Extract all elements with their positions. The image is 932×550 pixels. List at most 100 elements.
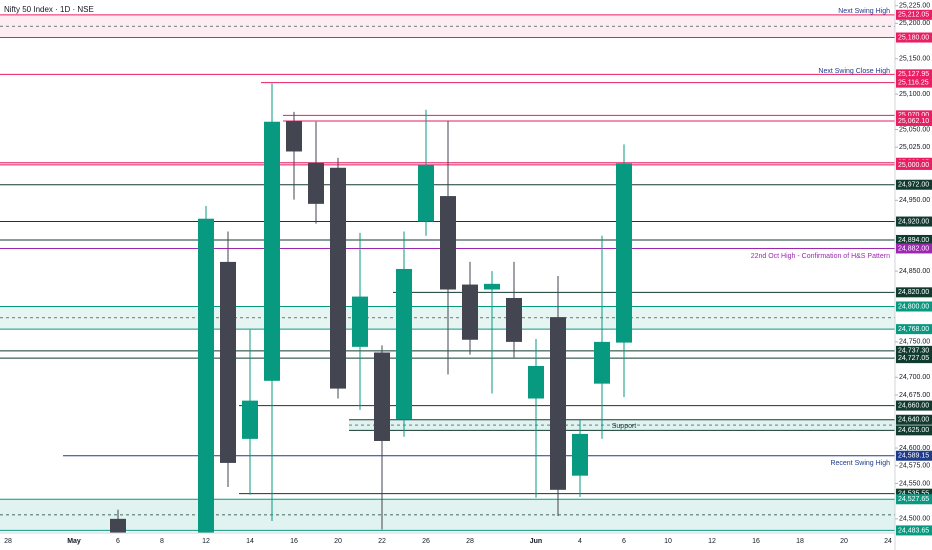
- annotation: Recent Swing High: [830, 460, 890, 467]
- candle-body: [572, 433, 588, 476]
- x-tick-label: 6: [116, 538, 120, 545]
- candle-body: [198, 218, 214, 533]
- level-label: 24,768.00: [898, 326, 929, 333]
- level-label: 25,212.05: [898, 12, 929, 19]
- y-tick-label: 24,700.00: [899, 374, 930, 381]
- level-label: 24,589.15: [898, 453, 929, 460]
- y-tick-label: 25,050.00: [899, 126, 930, 133]
- x-tick-label: 4: [578, 538, 582, 545]
- level-label-box: [896, 69, 932, 80]
- x-tick-label: 20: [334, 538, 342, 545]
- level-label: 25,062.10: [898, 118, 929, 125]
- level-label-box: [896, 353, 932, 364]
- level-label: 24,660.00: [898, 402, 929, 409]
- level-label: 24,727.05: [898, 355, 929, 362]
- x-tick-label: 24: [884, 538, 892, 545]
- level-label: 24,625.00: [898, 427, 929, 434]
- level-label: 25,127.95: [898, 71, 929, 78]
- candle-body: [440, 196, 456, 290]
- candle-body: [352, 296, 368, 347]
- candle-body: [374, 352, 390, 441]
- level-label-box: [896, 450, 932, 461]
- level-label: 24,800.00: [898, 303, 929, 310]
- x-tick-label: 8: [160, 538, 164, 545]
- x-tick-label: 22: [378, 538, 386, 545]
- level-label: 25,070.00: [898, 112, 929, 119]
- level-label: 24,640.00: [898, 417, 929, 424]
- y-tick-label: 25,150.00: [899, 56, 930, 63]
- x-tick-label: 12: [202, 538, 210, 545]
- level-label: 24,527.65: [898, 496, 929, 503]
- candle-body: [506, 297, 522, 342]
- y-tick-label: 24,600.00: [899, 445, 930, 452]
- level-label: 25,000.00: [898, 162, 929, 169]
- level-label-box: [896, 234, 932, 245]
- candle-body: [220, 261, 236, 463]
- level-label-box: [896, 324, 932, 335]
- annotation: Support: [612, 423, 637, 430]
- candle-body: [484, 283, 500, 290]
- chart-title: Nifty 50 Index · 1D · NSE: [4, 5, 94, 14]
- candle-body: [616, 163, 632, 343]
- x-tick-label: 6: [622, 538, 626, 545]
- x-tick-label: 16: [290, 538, 298, 545]
- level-label-box: [896, 488, 932, 499]
- candle-body: [242, 400, 258, 439]
- x-tick-label: 16: [752, 538, 760, 545]
- level-label: 24,820.00: [898, 289, 929, 296]
- x-tick-label: 10: [664, 538, 672, 545]
- candle-body: [308, 162, 324, 204]
- zone: [0, 14, 895, 38]
- level-label-box: [896, 159, 932, 170]
- annotation: 22nd Oct High - Confirmation of H&S Patt…: [751, 253, 890, 260]
- candle-body: [462, 284, 478, 340]
- y-tick-label: 24,550.00: [899, 480, 930, 487]
- level-label: 24,535.55: [898, 491, 929, 498]
- plot: Next Swing High Next Swing Close High 22nd…: [0, 8, 895, 533]
- x-tick-label: 26: [422, 538, 430, 545]
- level-label-box: [896, 301, 932, 312]
- level-label: 25,116.25: [898, 79, 929, 86]
- level-label-box: [896, 414, 932, 425]
- level-label: 24,920.00: [898, 218, 929, 225]
- level-label-box: [896, 425, 932, 436]
- level-label: 24,882.00: [898, 245, 929, 252]
- level-label-box: [896, 110, 932, 121]
- level-label-box: [896, 494, 932, 505]
- level-label-box: [896, 9, 932, 20]
- x-tick-label: 28: [466, 538, 474, 545]
- annotation: Next Swing High: [838, 8, 890, 15]
- x-tick-label: May: [67, 538, 81, 545]
- y-tick-label: 24,675.00: [899, 392, 930, 399]
- level-label: 25,180.00: [898, 34, 929, 41]
- level-label: 24,737.30: [898, 348, 929, 355]
- candle-body: [550, 317, 566, 490]
- candle-body: [110, 518, 126, 533]
- x-tick-label: 18: [796, 538, 804, 545]
- y-tick-label: 24,850.00: [899, 268, 930, 275]
- level-label-box: [896, 216, 932, 227]
- y-tick-label: 25,025.00: [899, 144, 930, 151]
- candle-body: [264, 121, 280, 381]
- y-tick-label: 25,225.00: [899, 3, 930, 10]
- level-label-box: [896, 243, 932, 254]
- candle-body: [396, 268, 412, 420]
- level-label-box: [896, 77, 932, 88]
- level-label-box: [896, 287, 932, 298]
- y-tick-label: 25,100.00: [899, 91, 930, 98]
- x-tick-label: 28: [4, 538, 12, 545]
- y-tick-label: 24,500.00: [899, 516, 930, 523]
- x-tick-label: 20: [840, 538, 848, 545]
- x-tick-label: 12: [708, 538, 716, 545]
- candle-body: [330, 167, 346, 389]
- level-label-box: [896, 345, 932, 356]
- level-label: 24,894.00: [898, 237, 929, 244]
- x-tick-label: 14: [246, 538, 254, 545]
- level-label-box: [896, 115, 932, 126]
- level-label: 24,972.00: [898, 182, 929, 189]
- y-tick-label: 24,575.00: [899, 463, 930, 470]
- y-tick-label: 24,950.00: [899, 197, 930, 204]
- candle-body: [528, 365, 544, 399]
